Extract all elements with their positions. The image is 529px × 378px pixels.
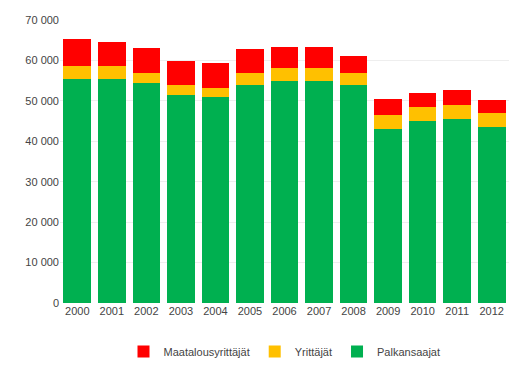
svg-text:Palkansaajat: Palkansaajat — [377, 346, 440, 358]
svg-text:2000: 2000 — [65, 305, 89, 317]
svg-text:2011: 2011 — [445, 305, 469, 317]
svg-text:40 000: 40 000 — [25, 135, 59, 147]
svg-text:50 000: 50 000 — [25, 95, 59, 107]
svg-text:10 000: 10 000 — [25, 256, 59, 268]
svg-text:2012: 2012 — [479, 305, 503, 317]
svg-text:2002: 2002 — [134, 305, 158, 317]
svg-text:60 000: 60 000 — [25, 54, 59, 66]
svg-text:Yrittäjät: Yrittäjät — [295, 346, 332, 358]
svg-text:30 000: 30 000 — [25, 176, 59, 188]
svg-text:20 000: 20 000 — [25, 216, 59, 228]
svg-text:2001: 2001 — [100, 305, 124, 317]
svg-text:2003: 2003 — [169, 305, 193, 317]
svg-text:2006: 2006 — [272, 305, 296, 317]
svg-text:2007: 2007 — [307, 305, 331, 317]
svg-text:2008: 2008 — [341, 305, 365, 317]
svg-text:2005: 2005 — [238, 305, 262, 317]
svg-text:2010: 2010 — [410, 305, 434, 317]
svg-text:2009: 2009 — [376, 305, 400, 317]
svg-text:70 000: 70 000 — [25, 14, 59, 26]
svg-text:Maatalousyrittäjät: Maatalousyrittäjät — [164, 346, 250, 358]
svg-text:0: 0 — [53, 297, 59, 309]
svg-text:2004: 2004 — [203, 305, 227, 317]
